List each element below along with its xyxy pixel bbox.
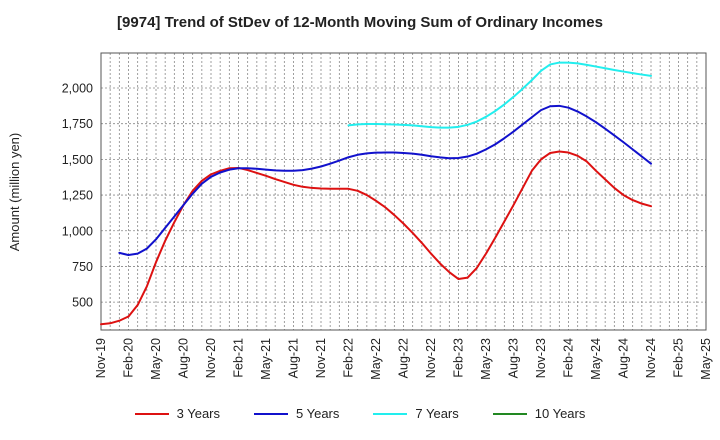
x-tick-label: May-20 <box>149 338 163 380</box>
x-tick-label: Aug-21 <box>287 338 301 378</box>
legend-swatch <box>492 412 527 415</box>
x-tick-label: Nov-22 <box>424 338 438 378</box>
legend-swatch <box>373 412 408 415</box>
x-tick-label: Nov-19 <box>94 338 108 378</box>
y-axis-label: Amount (million yen) <box>7 133 22 252</box>
legend-label: 7 Years <box>415 406 459 421</box>
series-lines <box>100 61 652 326</box>
series-line-3-years <box>100 150 652 326</box>
legend-item: 5 Years <box>254 406 339 421</box>
y-tick-label: 1,500 <box>62 153 93 167</box>
x-tick-label: Feb-22 <box>342 338 356 378</box>
x-axis-ticks: Nov-19 Feb-20 May-20 Aug-20 Nov-20 Feb-21 May-… <box>94 338 713 380</box>
y-tick-label: 1,250 <box>62 189 93 203</box>
y-tick-label: 2,000 <box>62 81 93 95</box>
y-tick-label: 1,750 <box>62 117 93 131</box>
chart-title: [9974] Trend of StDev of 12-Month Moving… <box>117 14 603 31</box>
y-tick-label: 1,000 <box>62 224 93 238</box>
series-line-7-years <box>347 61 652 129</box>
x-tick-label: Nov-23 <box>534 338 548 378</box>
plot-frame <box>100 52 707 331</box>
x-tick-label: Aug-20 <box>177 338 191 378</box>
legend-swatch <box>134 412 169 415</box>
grid <box>100 53 707 330</box>
x-tick-label: Nov-20 <box>204 338 218 378</box>
x-tick-label: Nov-24 <box>644 338 658 378</box>
y-tick-label: 500 <box>72 296 93 310</box>
legend-label: 10 Years <box>534 406 586 421</box>
x-tick-label: Feb-20 <box>122 338 136 378</box>
y-axis-ticks: 500 750 1,000 1,250 1,500 1,750 2,000 <box>62 81 93 309</box>
x-tick-label: Feb-24 <box>562 338 576 378</box>
x-tick-label: Feb-23 <box>452 338 466 378</box>
x-tick-label: May-23 <box>479 338 493 380</box>
x-tick-label: Aug-24 <box>617 338 631 378</box>
x-tick-label: May-22 <box>369 338 383 380</box>
x-tick-label: Aug-23 <box>507 338 521 378</box>
x-tick-label: Feb-25 <box>672 338 686 378</box>
x-tick-label: May-24 <box>589 338 603 380</box>
x-tick-label: Aug-22 <box>397 338 411 378</box>
legend-item: 7 Years <box>373 406 459 421</box>
x-tick-label: Nov-21 <box>314 338 328 378</box>
legend-swatch <box>254 412 288 415</box>
x-tick-label: May-25 <box>699 338 713 380</box>
legend: 3 Years 5 Years 7 Years 10 Years <box>0 406 720 421</box>
y-tick-label: 750 <box>72 260 93 274</box>
legend-item: 3 Years <box>134 406 220 421</box>
legend-label: 5 Years <box>296 406 340 421</box>
x-tick-label: May-21 <box>259 338 273 380</box>
series-line-5-years <box>118 104 652 257</box>
legend-item: 10 Years <box>492 406 586 421</box>
x-tick-label: Feb-21 <box>232 338 246 378</box>
legend-label: 3 Years <box>176 406 220 421</box>
